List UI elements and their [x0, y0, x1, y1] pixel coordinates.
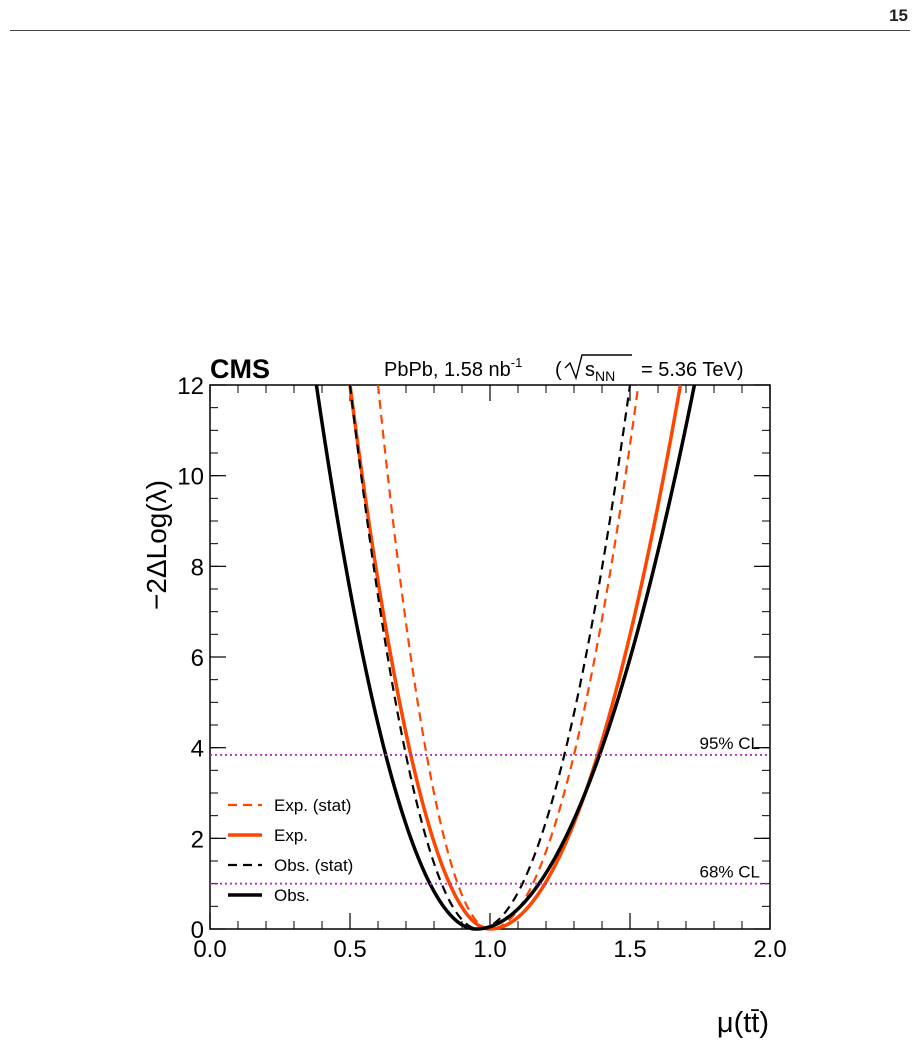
experiment-label: CMS — [210, 354, 270, 384]
x-tick-label: 2.0 — [753, 936, 786, 963]
header-rule — [10, 30, 910, 31]
y-tick-label: 4 — [191, 736, 204, 763]
curve-obs — [314, 384, 697, 931]
sqrt-symbol — [564, 354, 632, 381]
x-axis-label: μ(tt̄) — [717, 1007, 769, 1039]
legend-label: Obs. — [274, 886, 310, 905]
axis-ticks — [209, 384, 771, 930]
svg-text:(: ( — [555, 359, 562, 381]
curve-obs-stat — [348, 384, 632, 931]
y-tick-label: 2 — [191, 826, 204, 853]
plot-frame — [209, 384, 771, 930]
svg-text:sNN: sNN — [585, 359, 615, 384]
y-tick-label: 12 — [177, 373, 204, 400]
y-tick-label: 0 — [191, 917, 204, 944]
energy-label: ( sNN = 5.36 TeV) — [555, 354, 743, 384]
x-tick-label: 1.0 — [473, 936, 506, 963]
legend-label: Exp. — [274, 826, 308, 845]
legend-label: Obs. (stat) — [274, 856, 353, 875]
x-tick-label: 1.5 — [613, 936, 646, 963]
y-axis-label: −2ΔLog(λ) — [141, 480, 172, 610]
reference-lines: 95% CL 68% CL — [210, 734, 770, 885]
curves — [314, 384, 697, 931]
axis-tick-labels: 0.0 0.5 1.0 1.5 2.0 0 2 4 6 8 10 12 — [177, 373, 786, 963]
legend: Exp. (stat) Exp. Obs. (stat) Obs. — [228, 796, 353, 905]
reference-line-label: 68% CL — [700, 863, 760, 882]
page-number: 15 — [889, 6, 908, 25]
y-tick-label: 10 — [177, 464, 204, 491]
x-tick-label: 0.5 — [333, 936, 366, 963]
y-tick-label: 6 — [191, 645, 204, 672]
legend-label: Exp. (stat) — [274, 796, 351, 815]
x-tick-label: 0.0 — [193, 936, 226, 963]
svg-text:= 5.36 TeV): = 5.36 TeV) — [641, 359, 743, 381]
dataset-label: PbPb, 1.58 nb-1 — [384, 355, 522, 381]
y-tick-label: 8 — [191, 554, 204, 581]
reference-line-label: 95% CL — [700, 734, 760, 753]
curve-exp — [348, 384, 683, 931]
curve-exp-stat — [376, 384, 640, 931]
